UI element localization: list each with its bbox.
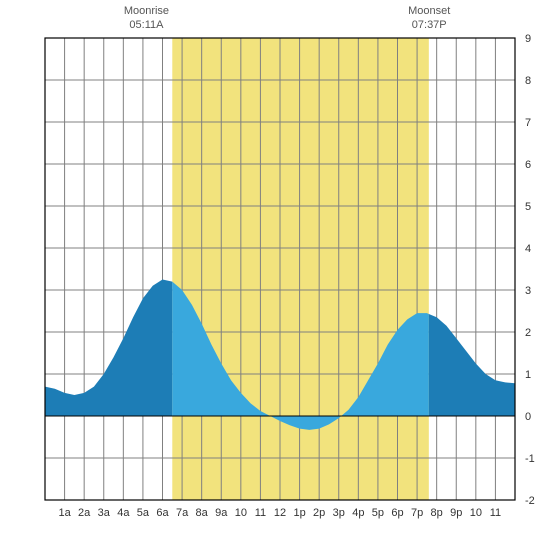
moonrise-title: Moonrise [124, 5, 169, 17]
y-tick-label: 0 [525, 411, 531, 423]
moonset-time: 07:37P [412, 19, 447, 31]
moonrise-time: 05:11A [129, 19, 163, 31]
x-tick-label: 9p [450, 507, 462, 519]
moonset-title: Moonset [408, 5, 450, 17]
x-tick-label: 1p [293, 507, 305, 519]
x-tick-label: 5a [137, 507, 150, 519]
x-tick-label: 12 [274, 507, 286, 519]
x-tick-label: 10 [235, 507, 247, 519]
moonset-label: Moonset 07:37P [408, 5, 450, 33]
y-tick-label: 5 [525, 201, 531, 213]
y-tick-label: 8 [525, 75, 531, 87]
x-tick-label: 6a [156, 507, 169, 519]
y-tick-label: 1 [525, 369, 531, 381]
x-tick-label: 4a [117, 507, 130, 519]
chart-svg: 1a2a3a4a5a6a7a8a9a1011121p2p3p4p5p6p7p8p… [0, 0, 550, 550]
y-tick-label: -2 [525, 495, 535, 507]
y-tick-label: 3 [525, 285, 531, 297]
x-tick-label: 6p [391, 507, 403, 519]
y-tick-label: 6 [525, 159, 531, 171]
x-tick-label: 3a [98, 507, 111, 519]
y-tick-label: 7 [525, 117, 531, 129]
x-tick-label: 5p [372, 507, 384, 519]
x-tick-label: 2a [78, 507, 91, 519]
x-tick-label: 7p [411, 507, 423, 519]
x-tick-label: 4p [352, 507, 364, 519]
x-tick-label: 11 [490, 507, 501, 519]
x-tick-label: 9a [215, 507, 228, 519]
y-tick-label: 9 [525, 33, 531, 45]
moonrise-label: Moonrise 05:11A [124, 5, 169, 33]
x-tick-label: 1a [58, 507, 71, 519]
x-tick-label: 3p [333, 507, 345, 519]
y-tick-label: 4 [525, 243, 531, 255]
x-tick-label: 10 [470, 507, 482, 519]
x-tick-label: 8a [196, 507, 209, 519]
x-tick-label: 11 [255, 507, 266, 519]
x-tick-label: 8p [431, 507, 443, 519]
y-tick-label: -1 [525, 453, 535, 465]
x-tick-label: 2p [313, 507, 325, 519]
x-tick-label: 7a [176, 507, 189, 519]
tide-chart: Moonrise 05:11A Moonset 07:37P 1a 2a 3a 4a 5… [0, 0, 550, 550]
y-tick-label: 2 [525, 327, 531, 339]
